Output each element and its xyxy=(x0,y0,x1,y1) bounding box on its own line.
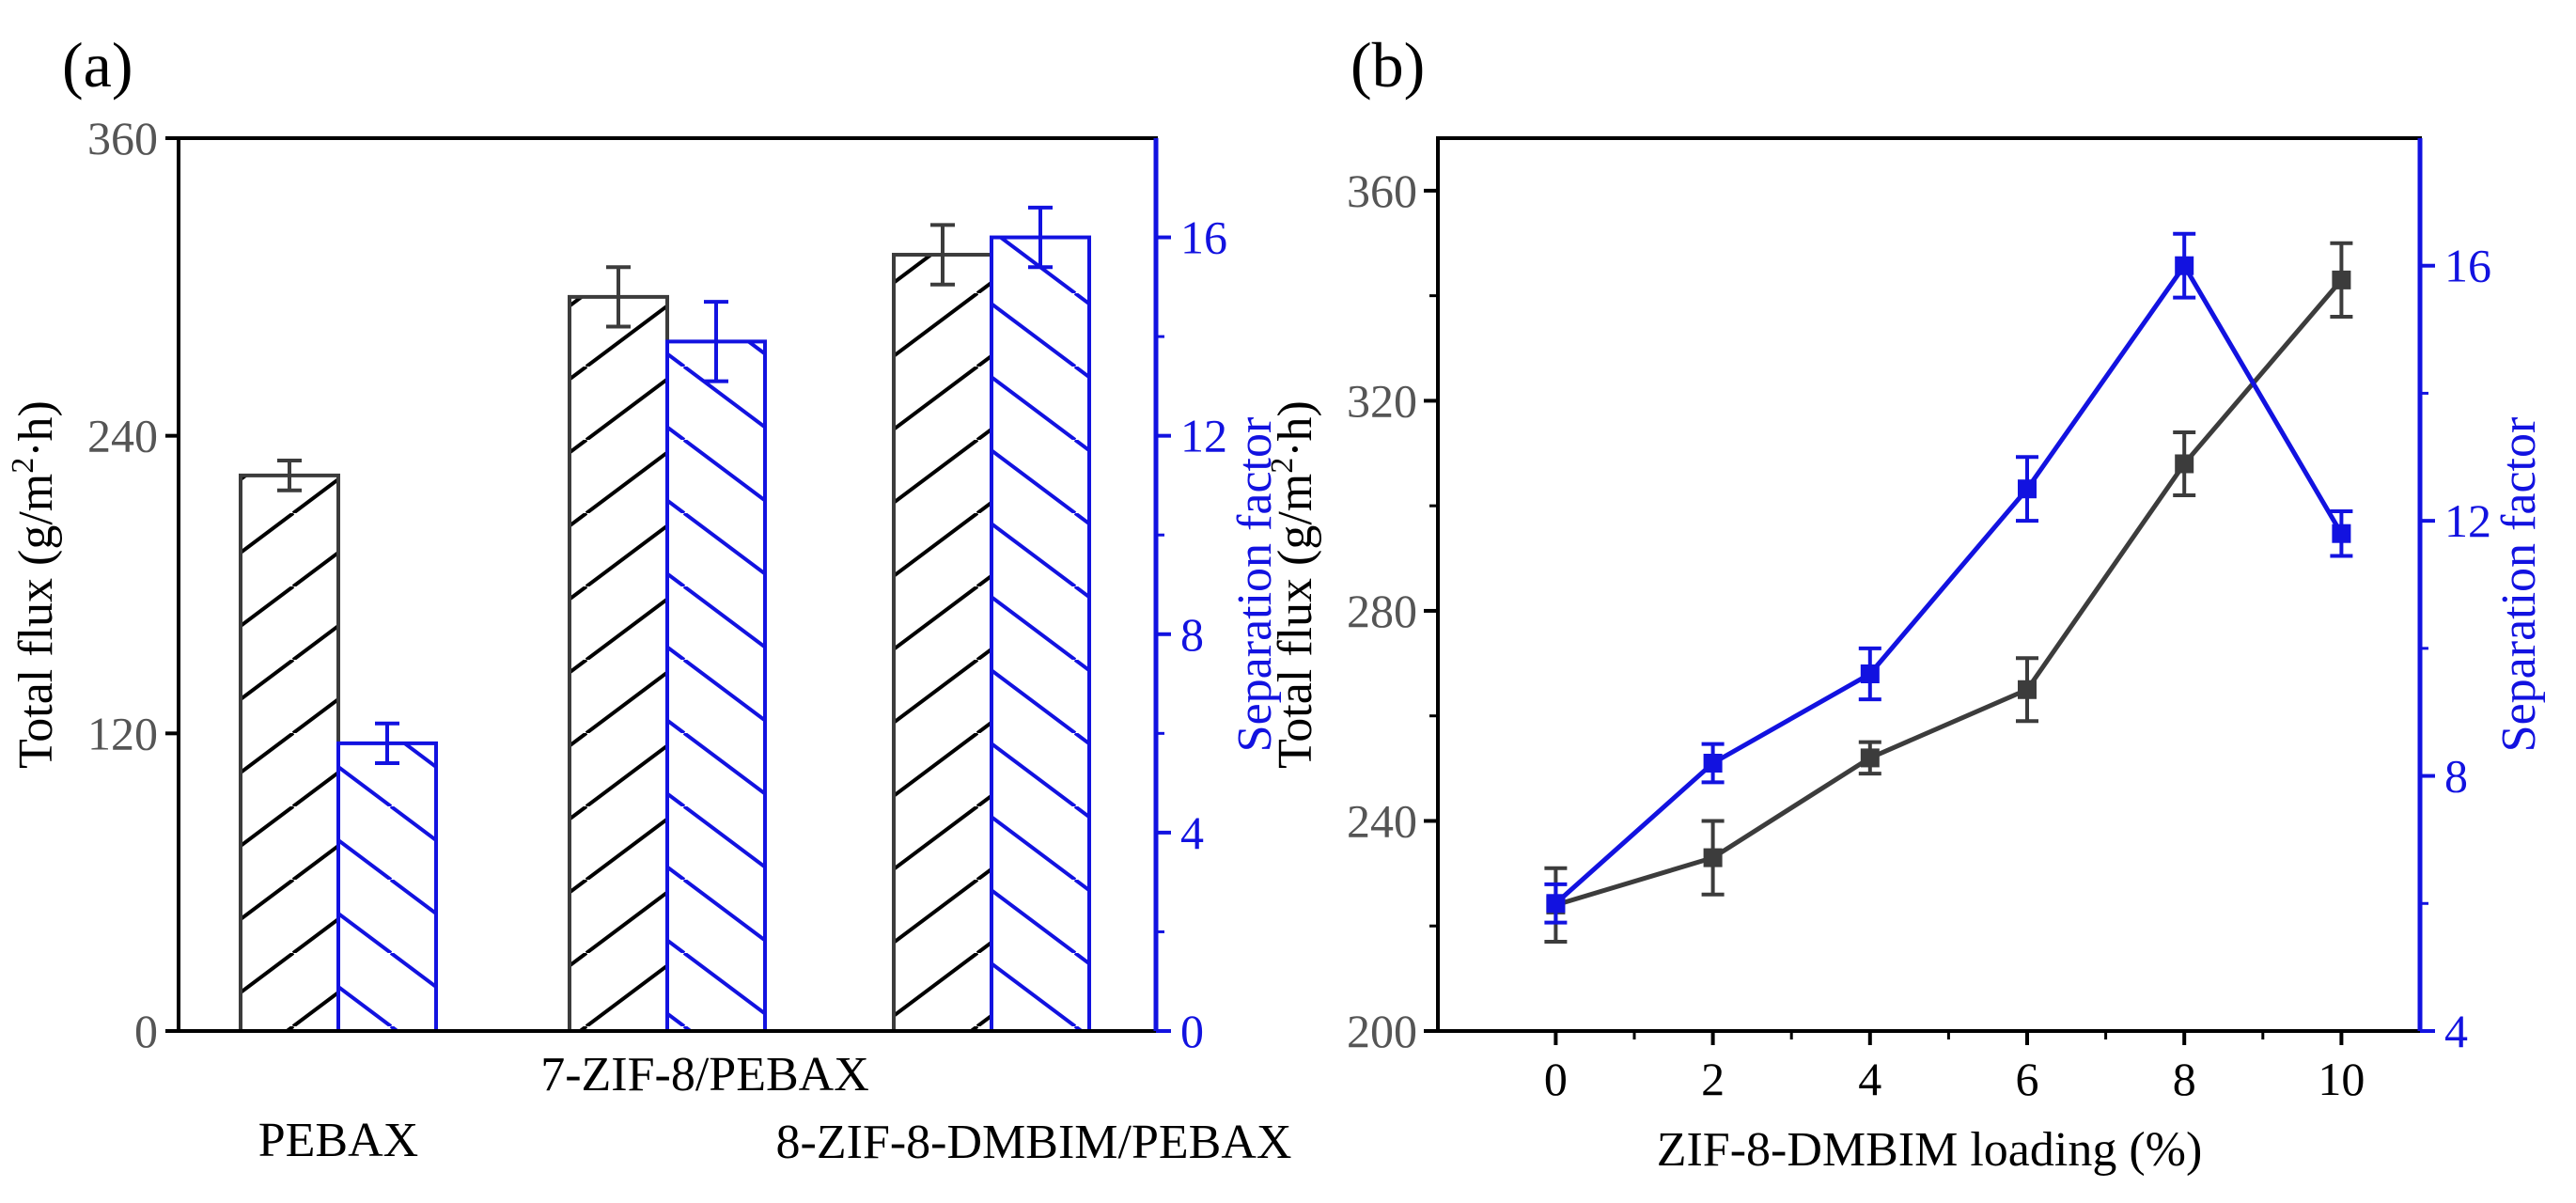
error-bar xyxy=(930,223,955,287)
y-tick-label: 280 xyxy=(1347,585,1417,637)
separation-factor-point xyxy=(2332,523,2351,543)
x-axis-title: ZIF-8-DMBIM loading (%) xyxy=(1657,1123,2203,1177)
error-bar xyxy=(277,459,302,492)
total-flux-point xyxy=(1703,848,1723,867)
y-tick-label: 0 xyxy=(134,1005,158,1057)
category-label: PEBAX xyxy=(258,1114,418,1167)
y2-axis-title: Separation factor xyxy=(2492,417,2546,753)
y2-tick-label: 4 xyxy=(2444,1005,2468,1057)
line-chart-panel: (b) 0 2 4 6 8 10 200 240 280 320 360 4 8 12 16 ZIF-8… xyxy=(1265,29,2546,1177)
y-tick-label: 240 xyxy=(87,410,158,462)
series xyxy=(1544,231,2353,944)
x-axis-ticks: 0 2 4 6 8 10 xyxy=(1544,1031,2365,1105)
x-tick-label: 4 xyxy=(1858,1053,1881,1105)
bar-total-flux xyxy=(568,294,669,1033)
error-bar xyxy=(606,265,631,329)
error-bar xyxy=(1028,205,1053,270)
category-labels: PEBAX 7-ZIF-8/PEBAX 8-ZIF-8-DMBIM/PEBAX xyxy=(258,1048,1292,1169)
bar-separation-factor xyxy=(990,235,1091,1034)
total-flux-point xyxy=(2018,680,2037,699)
x-tick-label: 6 xyxy=(2016,1053,2039,1105)
y-tick-label: 240 xyxy=(1347,794,1417,847)
total-flux-point xyxy=(2332,270,2351,289)
bar-chart-panel: (a) 0 120 240 360 0 4 8 12 16 Total flux (g/m2·… xyxy=(6,29,1291,1169)
y-tick-label: 360 xyxy=(87,112,158,164)
separation-factor-line xyxy=(1553,261,2344,906)
y2-axis-title: Separation factor xyxy=(1228,417,1282,753)
bar-total-flux xyxy=(892,253,993,1033)
category-label: 8-ZIF-8-DMBIM/PEBAX xyxy=(776,1116,1292,1169)
bars xyxy=(239,235,1091,1034)
y2-tick-label: 4 xyxy=(1180,806,1204,859)
category-label: 7-ZIF-8/PEBAX xyxy=(540,1048,869,1101)
y2-tick-label: 8 xyxy=(2444,750,2468,803)
x-tick-label: 0 xyxy=(1544,1053,1568,1105)
y-axis-title: Total flux (g/m2·h) xyxy=(1265,400,1322,769)
total-flux-point xyxy=(2175,454,2194,474)
y2-tick-label: 16 xyxy=(1180,211,1227,264)
separation-factor-point xyxy=(2175,256,2194,275)
x-tick-label: 2 xyxy=(1701,1053,1725,1105)
y-tick-label: 200 xyxy=(1347,1005,1417,1057)
left-axis-ticks: 0 120 240 360 xyxy=(87,112,179,1057)
separation-factor-point xyxy=(1546,894,1566,914)
y2-tick-label: 0 xyxy=(1180,1005,1204,1057)
x-tick-label: 8 xyxy=(2173,1053,2196,1105)
y2-tick-label: 12 xyxy=(2444,494,2491,547)
y-tick-label: 120 xyxy=(87,707,158,759)
left-axis-ticks: 200 240 280 320 360 xyxy=(1347,164,1438,1057)
x-tick-label: 10 xyxy=(2318,1053,2365,1105)
y2-tick-label: 8 xyxy=(1180,608,1204,661)
error-bars xyxy=(277,205,1053,765)
panel-label: (b) xyxy=(1350,29,1425,101)
y2-tick-label: 16 xyxy=(2444,240,2491,292)
right-axis-ticks: 0 4 8 12 16 xyxy=(1156,211,1227,1057)
total-flux-line xyxy=(1554,278,2344,908)
right-axis-ticks: 4 8 12 16 xyxy=(2420,240,2491,1057)
bar-separation-factor xyxy=(336,741,438,1034)
panel-label: (a) xyxy=(62,29,133,101)
bar-total-flux xyxy=(239,473,340,1033)
total-flux-point xyxy=(1860,748,1880,768)
separation-factor-point xyxy=(1703,754,1723,773)
separation-factor-point xyxy=(1860,664,1880,683)
y-tick-label: 320 xyxy=(1347,374,1417,427)
error-bar xyxy=(375,721,399,765)
bar-separation-factor xyxy=(665,339,767,1033)
y-tick-label: 360 xyxy=(1347,164,1417,217)
y2-tick-label: 12 xyxy=(1180,410,1227,462)
y-axis-title: Total flux (g/m2·h) xyxy=(6,400,63,769)
separation-factor-point xyxy=(2018,479,2037,499)
error-bar xyxy=(704,300,728,383)
